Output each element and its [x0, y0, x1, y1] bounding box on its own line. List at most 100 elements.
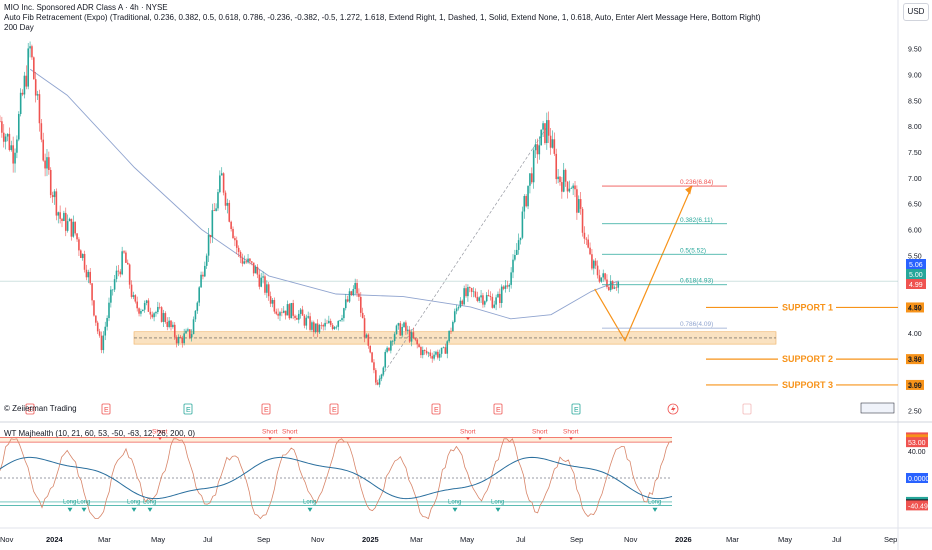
candle-body	[414, 338, 417, 340]
wt-indicator-title[interactable]: WT Majhealth (10, 21, 60, 53, -50, -63, …	[4, 429, 196, 438]
candle-body	[117, 270, 120, 272]
event-marker-text: E	[28, 407, 33, 414]
candle-body	[568, 188, 571, 192]
event-marker-icon	[101, 403, 111, 415]
candle-body	[346, 299, 349, 302]
wt-long-label: Long	[648, 500, 661, 506]
time-axis-label: Mar	[726, 535, 739, 544]
price-axis-label: 7.50	[908, 150, 922, 157]
candle-body	[175, 337, 178, 344]
candle-body	[205, 255, 208, 266]
candle-body	[17, 114, 20, 140]
wt-long-label: Long	[127, 500, 140, 506]
candle-body	[515, 249, 518, 255]
event-marker-text: E	[434, 407, 439, 414]
candle-body	[215, 208, 217, 211]
candle-body	[594, 260, 597, 266]
wt-short-label: Short	[282, 428, 298, 435]
candle-body	[145, 300, 148, 304]
candle-body	[358, 293, 360, 297]
candle-body	[418, 344, 420, 347]
candle-body	[482, 295, 484, 305]
ma-indicator-label[interactable]: 200 Day	[4, 23, 34, 32]
price-axis-label: 6.00	[908, 227, 922, 234]
currency-button[interactable]: USD	[903, 3, 929, 21]
candle-body	[593, 260, 595, 269]
candle-body	[63, 212, 65, 221]
candle-body	[521, 211, 524, 238]
wt-short-label: Short	[563, 428, 579, 435]
candle-body	[542, 123, 544, 130]
candle-body	[538, 145, 541, 155]
support-label-bg	[778, 301, 836, 314]
wt-short-marker	[288, 437, 292, 441]
candle-body	[395, 325, 398, 335]
candle-body	[359, 296, 362, 313]
wt-short-marker	[569, 437, 573, 441]
candles	[0, 41, 620, 388]
candle-body	[348, 291, 351, 302]
candle-body	[36, 94, 39, 96]
candle-body	[110, 289, 112, 303]
support-price-tag	[906, 302, 924, 313]
candle-body	[523, 196, 526, 212]
candle-body	[530, 173, 533, 183]
candle-body	[553, 139, 556, 154]
candle-body	[296, 318, 298, 320]
price-tag-bg	[906, 279, 926, 289]
support-label: SUPPORT 3	[782, 380, 833, 390]
wt-long-marker	[81, 507, 87, 512]
chart-title: MIO Inc. Sponsored ADR Class A · 4h · NY…	[4, 3, 168, 12]
candle-body	[527, 185, 529, 207]
candle-body	[6, 133, 9, 137]
time-axis-label: May	[151, 535, 165, 544]
candle-body	[281, 312, 283, 313]
price-axis-label: 2.50	[908, 408, 922, 415]
event-marker-text: E	[104, 407, 109, 414]
candle-body	[311, 322, 313, 330]
candle-body	[294, 315, 296, 319]
candle-body	[234, 238, 236, 241]
event-marker-icon	[493, 403, 503, 415]
candle-body	[226, 202, 229, 206]
candle-body	[566, 181, 569, 192]
candle-body	[83, 253, 86, 270]
candle-body	[324, 322, 326, 327]
candle-body	[155, 312, 157, 314]
candle-body	[31, 46, 33, 58]
candle-body	[183, 333, 185, 344]
candle-body	[547, 120, 550, 136]
candle-body	[390, 341, 392, 351]
candle-body	[410, 332, 413, 342]
candle-body	[467, 287, 469, 297]
candle-body	[168, 320, 170, 327]
price-axis-label: 5.50	[908, 253, 922, 260]
time-axis-label: May	[778, 535, 792, 544]
fib-indicator-label[interactable]: Auto Fib Retracement (Expo) (Traditional…	[4, 13, 761, 22]
candle-body	[598, 275, 601, 282]
candle-body	[217, 192, 219, 209]
candle-body	[98, 331, 101, 336]
candle-body	[585, 238, 588, 240]
wt-long-label: Long	[143, 500, 156, 506]
candle-body	[609, 281, 612, 291]
candle-body	[564, 169, 567, 182]
candle-body	[579, 199, 582, 209]
candle-body	[406, 329, 409, 331]
candle-body	[192, 319, 195, 335]
candle-body	[158, 306, 161, 308]
candle-body	[546, 120, 548, 144]
candle-body	[136, 301, 138, 309]
price-axis-label: 9.50	[908, 47, 922, 54]
candle-body	[204, 265, 206, 277]
candle-body	[380, 374, 383, 379]
fib-trend-line	[376, 125, 548, 385]
candle-body	[123, 251, 125, 253]
candle-body	[140, 310, 142, 314]
candle-body	[425, 350, 428, 354]
candle-body	[211, 210, 214, 238]
wt-short-label: Short	[532, 428, 548, 435]
candle-body	[305, 317, 308, 326]
support-label-bg	[778, 353, 836, 366]
